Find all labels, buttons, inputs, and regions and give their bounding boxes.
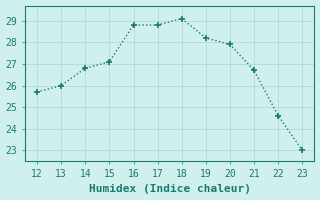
- X-axis label: Humidex (Indice chaleur): Humidex (Indice chaleur): [89, 184, 251, 194]
